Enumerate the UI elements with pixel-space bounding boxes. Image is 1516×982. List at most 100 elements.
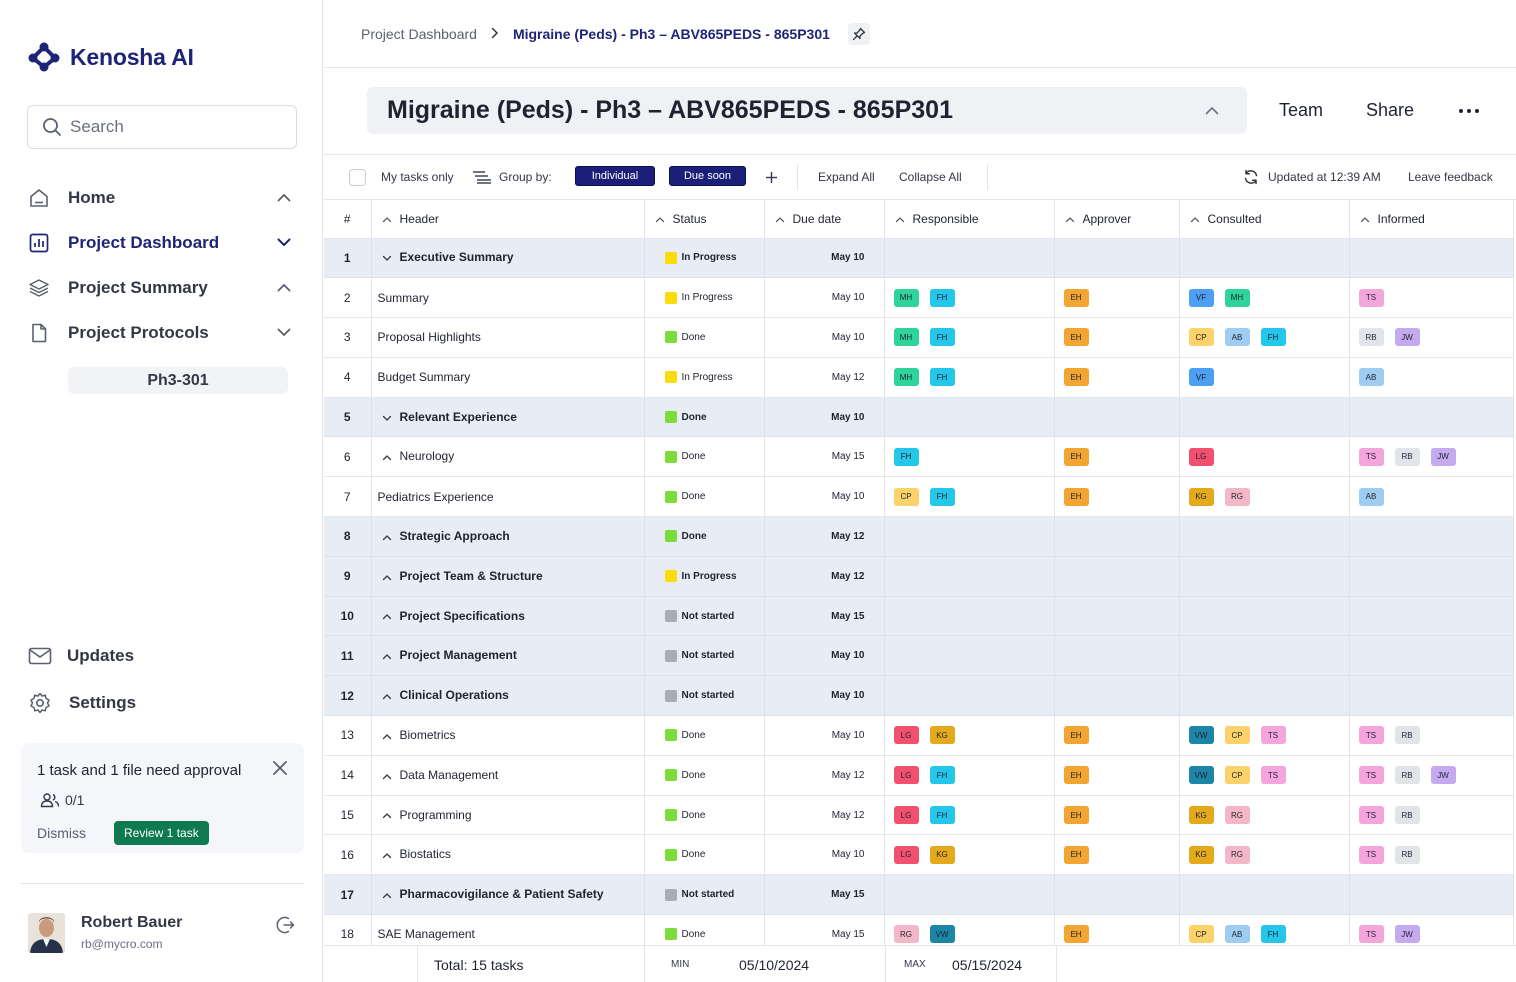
chevron-down-icon[interactable] — [274, 238, 294, 247]
row-informed-cell[interactable] — [1349, 556, 1514, 597]
person-chip[interactable]: TS — [1260, 726, 1286, 745]
person-chip[interactable]: MH — [893, 328, 919, 347]
row-responsible-cell[interactable]: RG VW — [884, 914, 1055, 946]
table-row[interactable]: 2 Summary In Progress May 10 MH FH EH VF MH TS — [324, 277, 1514, 319]
row-informed-cell[interactable] — [1349, 635, 1514, 677]
chevron-up-icon[interactable] — [382, 450, 394, 464]
table-row[interactable]: 9 Project Team & Structure In Progress May … — [324, 556, 1514, 597]
person-chip[interactable]: KG — [1188, 487, 1214, 506]
person-chip[interactable]: EH — [1063, 925, 1089, 944]
row-header-cell[interactable]: Budget Summary — [371, 357, 645, 398]
collapse-all-button[interactable]: Collapse All — [899, 170, 962, 184]
row-header-cell[interactable]: Project Team & Structure — [371, 556, 645, 597]
person-chip[interactable]: RB — [1394, 766, 1420, 785]
person-chip[interactable]: MH — [893, 288, 919, 307]
user-profile[interactable]: Robert Bauer rb@mycro.com — [28, 912, 298, 954]
person-chip[interactable]: RG — [1224, 487, 1250, 506]
person-chip[interactable]: LG — [1188, 447, 1214, 466]
group-tag-individual[interactable]: Individual — [575, 166, 655, 186]
row-consulted-cell[interactable]: LG — [1179, 436, 1350, 478]
person-chip[interactable]: AB — [1224, 328, 1250, 347]
row-responsible-cell[interactable]: CP FH — [884, 476, 1055, 518]
table-row[interactable]: 4 Budget Summary In Progress May 12 MH FH EH VF… — [324, 357, 1514, 398]
row-informed-cell[interactable]: TS RB — [1349, 715, 1514, 756]
row-consulted-cell[interactable] — [1179, 635, 1350, 677]
row-header-cell[interactable]: Pharmacovigilance & Patient Safety — [371, 874, 645, 916]
person-chip[interactable]: RB — [1394, 806, 1420, 825]
row-approver-cell[interactable]: EH — [1054, 476, 1180, 518]
person-chip[interactable]: TS — [1358, 925, 1384, 944]
person-chip[interactable]: EH — [1063, 487, 1089, 506]
person-chip[interactable]: JW — [1394, 328, 1420, 347]
row-header-cell[interactable]: Biostatics — [371, 834, 645, 876]
row-consulted-cell[interactable] — [1179, 397, 1350, 438]
person-chip[interactable]: EH — [1063, 447, 1089, 466]
person-chip[interactable]: RB — [1358, 328, 1384, 347]
row-informed-cell[interactable] — [1349, 397, 1514, 438]
row-responsible-cell[interactable]: LG FH — [884, 795, 1055, 836]
table-row[interactable]: 3 Proposal Highlights Done May 10 MH FH EH CP AB… — [324, 317, 1514, 358]
chevron-up-icon[interactable] — [382, 888, 394, 902]
row-approver-cell[interactable]: EH — [1054, 755, 1180, 796]
row-header-cell[interactable]: Programming — [371, 795, 645, 836]
person-chip[interactable]: VW — [1188, 726, 1214, 745]
person-chip[interactable]: FH — [929, 368, 955, 387]
group-tag-due-soon[interactable]: Due soon — [669, 166, 746, 186]
row-header-cell[interactable]: Biometrics — [371, 715, 645, 756]
person-chip[interactable]: TS — [1358, 806, 1384, 825]
row-header-cell[interactable]: SAE Management — [371, 914, 645, 946]
person-chip[interactable]: RB — [1394, 447, 1420, 466]
search-input[interactable]: Search — [27, 105, 297, 149]
row-status-cell[interactable]: In Progress — [644, 238, 765, 279]
row-consulted-cell[interactable] — [1179, 675, 1350, 717]
row-status-cell[interactable]: Done — [644, 436, 765, 478]
chevron-up-icon[interactable] — [382, 570, 394, 584]
chevron-up-icon[interactable] — [1205, 102, 1219, 120]
row-status-cell[interactable]: In Progress — [644, 357, 765, 398]
table-row[interactable]: 18 SAE Management Done May 15 RG VW EH CP AB FH TS… — [324, 914, 1514, 946]
review-task-button[interactable]: Review 1 task — [114, 821, 209, 845]
row-status-cell[interactable]: Done — [644, 715, 765, 756]
person-chip[interactable]: FH — [929, 487, 955, 506]
person-chip[interactable]: TS — [1358, 447, 1384, 466]
table-row[interactable]: 11 Project Management Not started May 10 — [324, 635, 1514, 677]
row-due-cell[interactable]: May 12 — [764, 556, 885, 597]
chevron-up-icon[interactable] — [274, 193, 294, 202]
row-informed-cell[interactable] — [1349, 596, 1514, 637]
row-due-cell[interactable]: May 10 — [764, 715, 885, 756]
row-status-cell[interactable]: Done — [644, 914, 765, 946]
person-chip[interactable]: VF — [1188, 288, 1214, 307]
row-due-cell[interactable]: May 10 — [764, 238, 885, 279]
person-chip[interactable]: EH — [1063, 328, 1089, 347]
logo[interactable]: Kenosha AI — [28, 42, 194, 72]
row-status-cell[interactable]: In Progress — [644, 277, 765, 319]
chevron-down-icon[interactable] — [382, 411, 394, 425]
chevron-down-icon[interactable] — [382, 251, 394, 265]
protocol-sub-item[interactable]: Ph3-301 — [68, 367, 288, 394]
row-approver-cell[interactable]: EH — [1054, 436, 1180, 478]
chevron-up-icon[interactable] — [382, 808, 394, 822]
person-chip[interactable]: CP — [1224, 766, 1250, 785]
column-header-due-date[interactable]: Due date — [764, 200, 885, 239]
row-due-cell[interactable]: May 10 — [764, 397, 885, 438]
person-chip[interactable]: CP — [1188, 328, 1214, 347]
row-informed-cell[interactable] — [1349, 516, 1514, 557]
row-header-cell[interactable]: Proposal Highlights — [371, 317, 645, 358]
nav-item-project-protocols[interactable]: Project Protocols — [27, 310, 297, 355]
row-due-cell[interactable]: May 10 — [764, 675, 885, 717]
person-chip[interactable]: RB — [1394, 726, 1420, 745]
row-informed-cell[interactable] — [1349, 874, 1514, 916]
person-chip[interactable]: LG — [893, 726, 919, 745]
column-header-approver[interactable]: Approver — [1054, 200, 1180, 239]
nav-item-home[interactable]: Home — [27, 175, 297, 220]
row-approver-cell[interactable]: EH — [1054, 834, 1180, 876]
row-responsible-cell[interactable]: MH FH — [884, 317, 1055, 358]
row-responsible-cell[interactable] — [884, 874, 1055, 916]
row-status-cell[interactable]: Done — [644, 795, 765, 836]
chevron-up-icon[interactable] — [382, 769, 394, 783]
person-chip[interactable]: FH — [1260, 925, 1286, 944]
person-chip[interactable]: VW — [1188, 766, 1214, 785]
person-chip[interactable]: TS — [1358, 845, 1384, 864]
chevron-up-icon[interactable] — [382, 848, 394, 862]
chevron-up-icon[interactable] — [382, 530, 394, 544]
